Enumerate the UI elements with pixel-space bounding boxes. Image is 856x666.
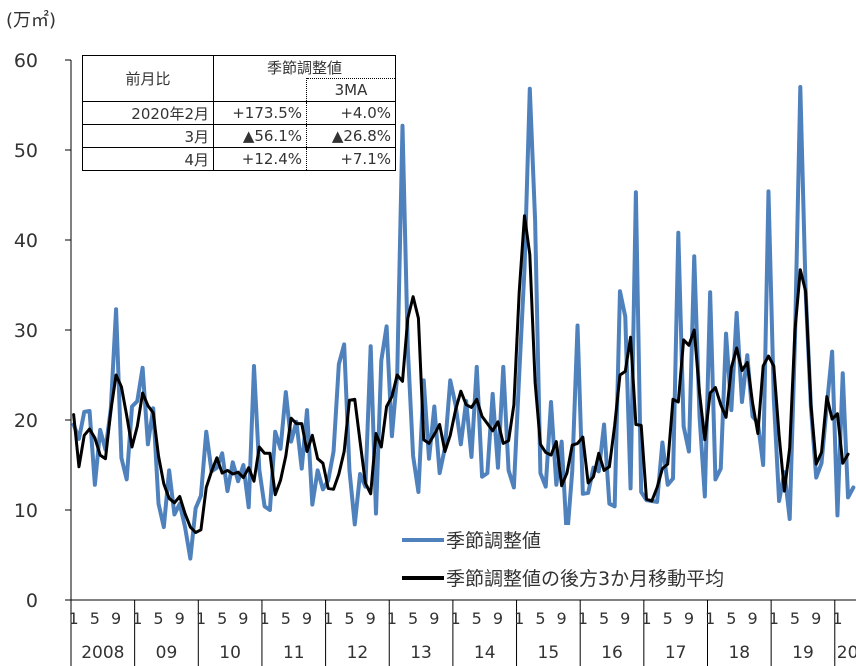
x-month-label: 5 — [663, 609, 673, 628]
x-month-label: 5 — [90, 609, 100, 628]
inset-row-label: 3月 — [82, 124, 214, 148]
x-month-label: 1 — [69, 609, 79, 628]
x-month-label: 1 — [450, 609, 460, 628]
x-year-label: 11 — [283, 643, 305, 663]
x-month-label: 5 — [344, 609, 354, 628]
y-tick-label: 0 — [26, 590, 38, 612]
x-month-label: 1 — [132, 609, 142, 628]
x-year-label: 17 — [665, 643, 687, 663]
y-tick-label: 40 — [14, 230, 38, 252]
inset-header-sub: 3MA — [306, 78, 396, 102]
x-month-label: 9 — [238, 609, 248, 628]
inset-header-left: 前月比 — [82, 55, 214, 102]
x-month-label: 9 — [557, 609, 567, 628]
x-month-label: 1 — [323, 609, 333, 628]
inset-header-blank — [213, 78, 307, 102]
inset-row-sa: +12.4% — [213, 147, 307, 171]
inset-row: 2020年2月 +173.5% +4.0% — [82, 101, 396, 125]
series-layer — [71, 85, 856, 561]
x-year-label: 20 — [837, 643, 856, 663]
inset-header-group: 季節調整値 — [213, 55, 396, 79]
x-month-label: 5 — [472, 609, 482, 628]
x-month-label: 9 — [684, 609, 694, 628]
x-month-label: 9 — [366, 609, 376, 628]
x-month-label: 5 — [726, 609, 736, 628]
legend-label: 季節調整値の後方3か月移動平均 — [446, 568, 724, 590]
y-tick-label: 20 — [14, 410, 38, 432]
x-month-label: 5 — [281, 609, 291, 628]
x-year-label: 19 — [792, 643, 814, 663]
x-month-label: 9 — [111, 609, 121, 628]
x-month-label: 1 — [578, 609, 588, 628]
x-month-label: 9 — [747, 609, 757, 628]
y-axis: 0 10 20 30 40 50 60 — [14, 50, 72, 612]
y-unit-label: (万㎡) — [6, 10, 57, 31]
x-month-label: 1 — [196, 609, 206, 628]
series-line-sa — [71, 85, 856, 561]
inset-table: 前月比 季節調整値 3MA 2020年2月 +173.5% +4.0% 3月 ▲… — [82, 55, 396, 171]
x-year-label: 09 — [156, 643, 178, 663]
series-line-ma — [72, 214, 850, 534]
x-month-label: 9 — [302, 609, 312, 628]
x-month-label: 5 — [408, 609, 418, 628]
inset-row-label: 2020年2月 — [82, 101, 214, 125]
inset-row-sa: +173.5% — [213, 101, 307, 125]
x-month-label: 1 — [641, 609, 651, 628]
x-month-label: 5 — [153, 609, 163, 628]
y-tick-label: 30 — [14, 320, 38, 342]
x-month-label: 9 — [175, 609, 185, 628]
legend-bg — [398, 525, 848, 555]
inset-row-label: 4月 — [82, 147, 214, 171]
x-month-label: 5 — [535, 609, 545, 628]
inset-row-ma: +4.0% — [306, 101, 396, 125]
legend-label: 季節調整値 — [446, 530, 541, 552]
x-month-label: 9 — [493, 609, 503, 628]
x-month-label: 1 — [769, 609, 779, 628]
y-tick-label: 10 — [14, 500, 38, 522]
x-month-label: 1 — [832, 609, 842, 628]
inset-row: 4月 +12.4% +7.1% — [82, 147, 396, 171]
legend-bg — [398, 563, 848, 593]
x-year-label: 12 — [347, 643, 369, 663]
x-month-label: 9 — [811, 609, 821, 628]
inset-row: 3月 ▲56.1% ▲26.8% — [82, 124, 396, 148]
x-year-label: 10 — [219, 643, 241, 663]
y-tick-label: 50 — [14, 140, 38, 162]
x-year-label: 13 — [410, 643, 432, 663]
x-month-label: 9 — [620, 609, 630, 628]
inset-row-sa: ▲56.1% — [213, 124, 307, 148]
x-month-label: 1 — [260, 609, 270, 628]
x-month-label: 5 — [790, 609, 800, 628]
x-month-label: 5 — [599, 609, 609, 628]
x-year-label: 2008 — [81, 643, 124, 663]
x-year-label: 18 — [728, 643, 750, 663]
x-month-label: 5 — [217, 609, 227, 628]
y-tick-label: 60 — [14, 50, 38, 72]
x-month-label: 1 — [387, 609, 397, 628]
x-month-label: 9 — [429, 609, 439, 628]
x-month-label: 1 — [514, 609, 524, 628]
x-year-label: 15 — [538, 643, 560, 663]
x-year-label: 14 — [474, 643, 496, 663]
x-year-label: 16 — [601, 643, 623, 663]
inset-row-ma: ▲26.8% — [306, 124, 396, 148]
inset-row-ma: +7.1% — [306, 147, 396, 171]
x-month-label: 1 — [705, 609, 715, 628]
